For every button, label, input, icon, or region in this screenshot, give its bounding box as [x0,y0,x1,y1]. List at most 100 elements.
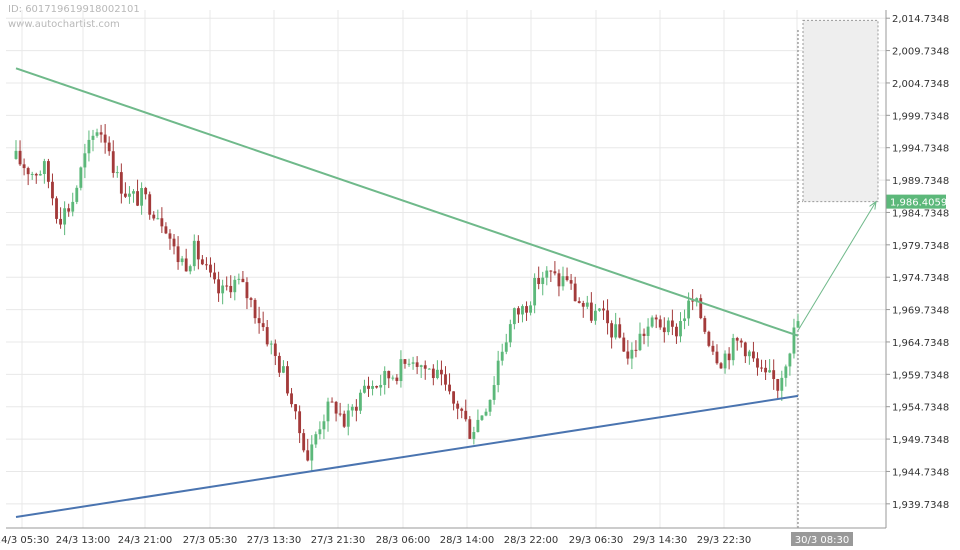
candle-body [30,173,34,175]
candle-body [119,172,123,194]
candle-body [326,401,330,422]
candle-body [666,320,670,333]
candle-body [144,188,148,195]
candle-body [480,415,484,420]
y-tick-label: 1,964.7348 [892,338,949,349]
candle-body [573,283,577,302]
candle-body [111,151,115,173]
y-axis: 2,014.7348 2,009.7348 2,004.7348 1,999.7348… [885,10,949,528]
y-tick-label: 1,989.7348 [892,176,949,187]
candle-body [504,342,508,352]
candle-body [67,208,71,212]
candle-body [156,218,160,220]
candle-body [245,282,249,299]
candle-body [306,450,310,461]
candle-body [391,377,395,379]
candle-body [472,432,476,439]
y-tick-label: 2,014.7348 [892,14,949,25]
candle-body [460,408,464,411]
candle-body [95,132,99,136]
x-tick-label: 29/3 06:30 [569,535,623,546]
candle-body [796,321,800,328]
candle-body [784,366,788,378]
candle-body [79,167,83,188]
candle-body [115,172,119,174]
candle-body [298,411,302,434]
candle-body [650,317,654,327]
candle-body [411,362,415,364]
candle-body [764,367,768,373]
candle-body [225,285,229,287]
candle-body [618,324,622,338]
candle-body [241,278,245,283]
candle-body [589,302,593,321]
candle-body [249,298,253,300]
candle-body [338,413,342,415]
candle-body [371,386,374,389]
candle-body [213,272,216,280]
candle-body [646,326,650,336]
candle-body [602,308,605,311]
y-tick-label: 1,969.7348 [892,306,949,317]
candle-body [452,391,456,404]
candle-body [747,351,751,357]
candle-body [302,433,306,451]
candle-body [265,327,269,345]
candle-body [415,362,419,367]
y-tick-label: 1,954.7348 [892,403,949,414]
y-tick-label: 1,994.7348 [892,144,949,155]
candle-body [233,279,237,293]
candle-body [508,324,512,343]
candle-body [103,134,107,143]
candle-body [723,353,727,369]
candle-body [196,240,200,260]
candle-body [148,194,152,215]
candle-body [662,327,666,333]
candle-body [549,270,553,272]
candle-body [553,271,557,274]
candle-body [46,161,50,182]
candle-body [727,353,731,361]
candle-body [788,353,792,367]
candle-body [286,366,289,394]
x-tick-label: 24/3 13:00 [56,535,110,546]
candle-body [569,280,573,284]
y-tick-label: 1,999.7348 [892,111,949,122]
candle-body [772,370,776,380]
candle-body [314,434,318,445]
candle-body [257,318,261,324]
candle-body [614,324,618,338]
x-tick-label: 27/3 13:30 [247,535,301,546]
x-tick-label: 27/3 21:30 [311,535,365,546]
candle-body [683,318,686,322]
candle-body [261,323,265,328]
candle-body [691,300,695,302]
candle-body [407,363,411,365]
x-tick-label: 24/3 21:00 [118,535,172,546]
candle-body [375,386,379,388]
candle-body [679,321,682,337]
candle-body [707,331,711,346]
x-tick-label: 30/3 08:30 [795,535,849,546]
candle-body [577,301,581,304]
candle-body [63,208,67,225]
forecast-arrow-head [869,200,877,210]
candle-body [561,276,565,287]
candle-body [342,413,346,427]
candle-body [440,369,443,375]
candle-body [294,404,297,412]
candle-body [731,337,735,361]
x-tick-label: 28/3 06:00 [376,535,430,546]
resistance-trendline [15,67,799,337]
y-tick-label: 1,944.7348 [892,467,949,478]
candle-body [776,379,780,391]
candle-body [87,139,91,154]
candle-body [529,305,532,313]
candle-body [358,392,362,411]
candle-body [51,181,54,199]
candle-body [18,150,22,165]
candle-body [310,444,314,461]
candle-body [581,303,585,307]
candle-body [622,337,626,352]
